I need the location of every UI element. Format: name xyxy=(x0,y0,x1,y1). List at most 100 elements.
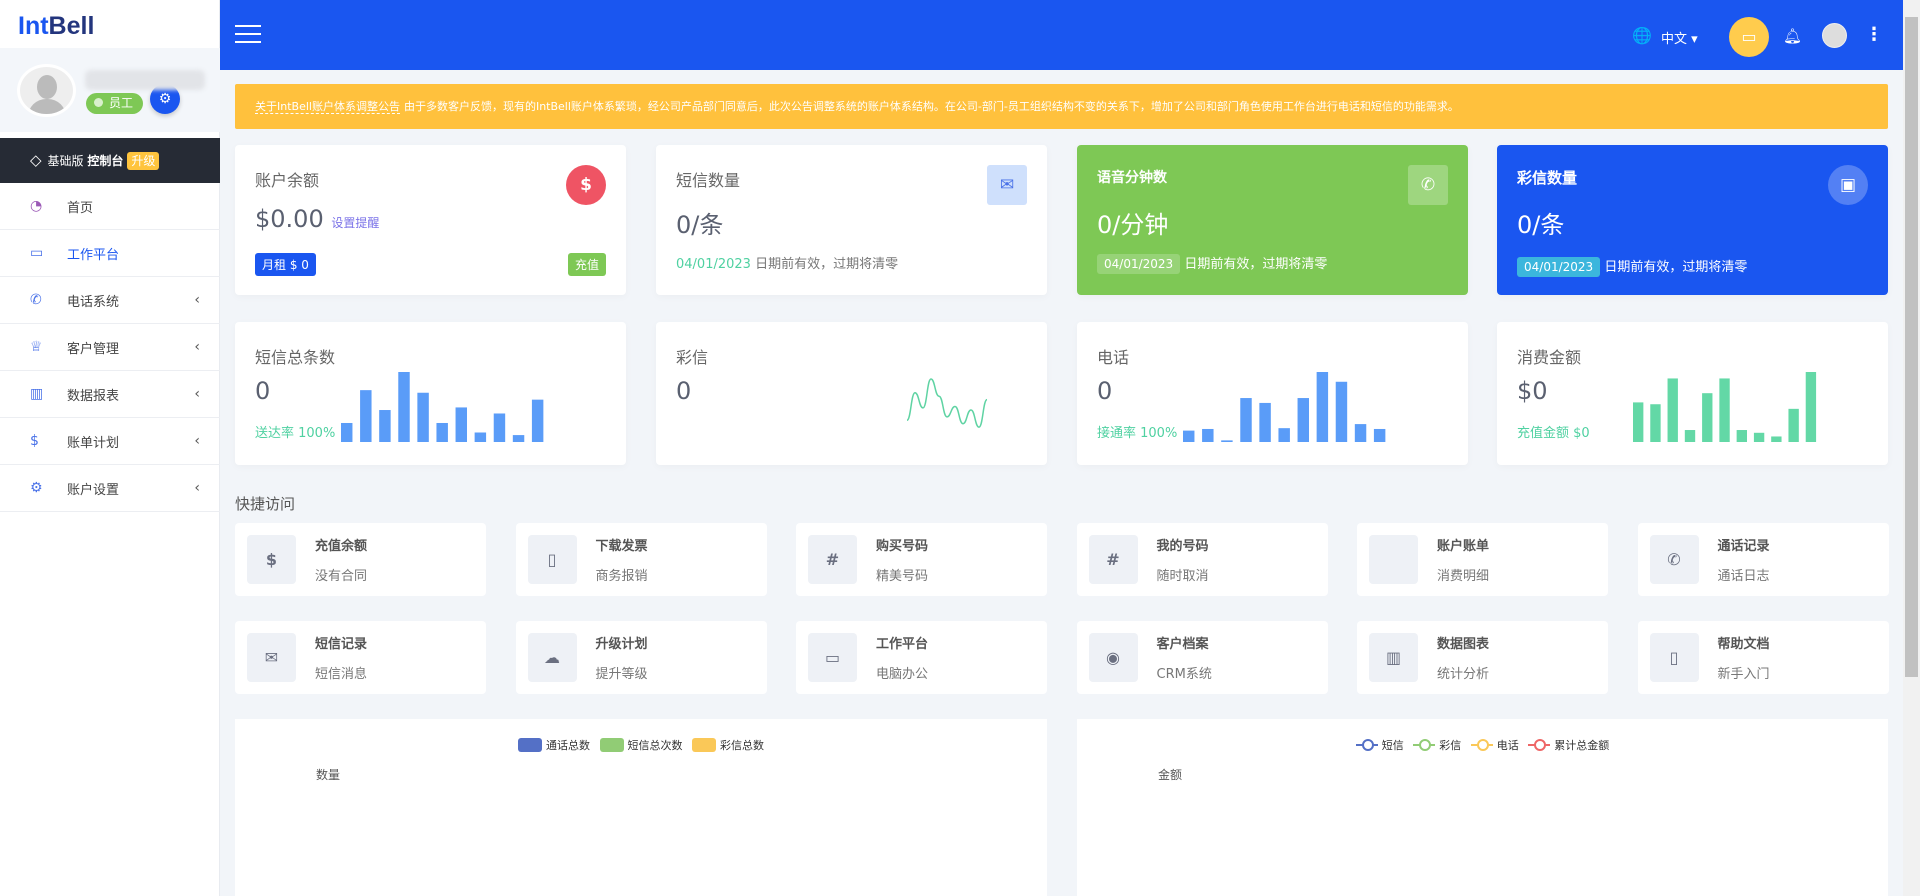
quick-access-title: 帮助文档 xyxy=(1717,637,1770,652)
connect-rate: 接通率 100% xyxy=(1097,426,1178,441)
spark-bar xyxy=(1805,372,1817,442)
quick-access-item[interactable]: ▥ 数据图表 统计分析 xyxy=(1357,621,1608,694)
expiry-date: 04/01/2023 xyxy=(676,257,751,272)
voice-minutes-card: 语音分钟数 0/分钟 ✆ 04/01/2023 日期前有效，过期将清零 xyxy=(1077,145,1468,295)
spend-sparkline xyxy=(1633,372,1817,442)
mms-quota-value: 0/条 xyxy=(1517,211,1565,239)
mms-expiry: 04/01/2023 日期前有效，过期将清零 xyxy=(1517,256,1747,277)
spark-bar xyxy=(1633,402,1644,442)
expiry-note: 日期前有效，过期将清零 xyxy=(1184,257,1328,272)
spark-bar xyxy=(1259,402,1271,442)
quick-access-subtitle: 消费明细 xyxy=(1437,569,1490,584)
sidebar-item-customers[interactable]: ♕ 客户管理 ‹ xyxy=(0,324,220,371)
quick-access-title: 账户账单 xyxy=(1437,539,1490,554)
quick-access-title: 升级计划 xyxy=(595,637,648,652)
plan-edition: 基础版 xyxy=(47,154,84,168)
bell-icon[interactable]: 🔔︎ xyxy=(1783,27,1803,45)
quick-access-subtitle: 提升等级 xyxy=(595,667,648,682)
spark-bar xyxy=(417,392,429,442)
sidebar-item-home[interactable]: ◔ 首页 xyxy=(0,183,220,230)
hamburger-menu-icon[interactable] xyxy=(235,25,261,43)
delivery-rate: 送达率 100% xyxy=(255,426,336,441)
scrollbar[interactable] xyxy=(1903,0,1920,896)
legend-item[interactable]: 彩信 xyxy=(1413,737,1461,753)
more-vertical-icon[interactable]: ⋮ xyxy=(1865,24,1883,45)
phone-total-value: 0 xyxy=(1097,377,1113,405)
quick-access-item[interactable]: # 我的号码 随时取消 xyxy=(1076,523,1328,596)
logo[interactable]: IntBell xyxy=(0,0,219,55)
sidebar-item-phone-system[interactable]: ✆ 电话系统 ‹ xyxy=(0,277,220,324)
quick-access-title: 客户档案 xyxy=(1156,637,1209,652)
quick-access-item[interactable]: ☁ 升级计划 提升等级 xyxy=(515,621,767,694)
quick-access-item[interactable]: ◉ 客户档案 CRM系统 xyxy=(1076,621,1328,694)
spark-bar xyxy=(1667,378,1678,442)
quick-access-item[interactable]: # 购买号码 精美号码 xyxy=(796,523,1047,596)
phone-icon: ✆ xyxy=(1408,165,1448,205)
spark-bar xyxy=(1316,372,1329,442)
spend-total-value: $0 xyxy=(1517,377,1548,405)
sidebar-item-billing[interactable]: $ 账单计划 ‹ xyxy=(0,418,220,465)
role-label: 员工 xyxy=(109,96,134,110)
workstation-button[interactable]: ▭ xyxy=(1729,17,1769,57)
sms-quota-value: 0/条 xyxy=(676,211,724,239)
recharge-button[interactable]: 充值 xyxy=(567,253,606,276)
quick-access-icon: ▭ xyxy=(808,633,857,682)
sms-quota-card: 短信数量 ✉ 0/条 04/01/2023 日期前有效，过期将清零 xyxy=(656,145,1047,295)
plan-bar[interactable]: ◇ 基础版 控制台 升级 xyxy=(0,138,220,183)
phone-icon: ✆ xyxy=(30,292,42,308)
globe-icon[interactable]: 🌐 xyxy=(1632,26,1652,45)
spark-bar xyxy=(1183,430,1195,442)
quick-access-subtitle: 精美号码 xyxy=(876,569,929,584)
quick-access-item[interactable]: 账户账单 消费明细 xyxy=(1357,523,1608,596)
legend-item[interactable]: 彩信总数 xyxy=(692,737,764,753)
quick-access-icon xyxy=(1369,535,1418,584)
sidebar-item-label: 数据报表 xyxy=(67,388,120,404)
scrollbar-thumb[interactable] xyxy=(1905,17,1918,677)
sidebar-item-account-settings[interactable]: ⚙ 账户设置 ‹ xyxy=(0,465,220,512)
quick-access-item[interactable]: ✆ 通话记录 通话日志 xyxy=(1637,523,1889,596)
legend-item[interactable]: 电话 xyxy=(1470,737,1519,753)
role-badge: 员工 xyxy=(86,93,144,114)
announcement-link[interactable]: 关于IntBell账户体系调整公告 xyxy=(255,100,400,114)
expiry-date: 04/01/2023 xyxy=(1517,257,1601,277)
quick-access-icon: ✆ xyxy=(1649,535,1699,584)
monthly-rent-badge: 月租 $ 0 xyxy=(255,253,316,276)
mms-sparkline xyxy=(907,378,987,428)
quick-access-item[interactable]: ▭ 工作平台 电脑办公 xyxy=(796,621,1047,694)
sidebar-item-reports[interactable]: ▥ 数据报表 ‹ xyxy=(0,371,220,418)
spark-bar xyxy=(1650,404,1661,442)
card-title: 短信数量 xyxy=(676,171,741,190)
spark-bar xyxy=(1753,432,1765,442)
sidebar-item-workstation[interactable]: ▭ 工作平台 xyxy=(0,230,220,277)
chevron-left-icon: ‹ xyxy=(194,480,200,496)
expiry-note: 日期前有效，过期将清零 xyxy=(1604,260,1748,275)
quick-access-item[interactable]: $ 充值余额 没有合同 xyxy=(235,523,486,596)
spark-bar xyxy=(531,399,544,442)
quick-access-subtitle: 电脑办公 xyxy=(876,667,929,682)
sidebar-item-label: 工作平台 xyxy=(67,247,120,263)
spark-bar xyxy=(1335,381,1348,442)
spark-bar xyxy=(1202,428,1214,442)
quick-access-title: 我的号码 xyxy=(1156,539,1209,554)
y-axis-label: 数量 xyxy=(316,768,341,782)
quick-access-subtitle: 没有合同 xyxy=(315,569,368,584)
spark-bar xyxy=(436,422,448,442)
logo-text-bell: Bell xyxy=(48,12,95,40)
quick-access-item[interactable]: ✉ 短信记录 短信消息 xyxy=(235,621,486,694)
quick-access-item[interactable]: ▯ 下载发票 商务报销 xyxy=(515,523,767,596)
legend-item[interactable]: 累计总金额 xyxy=(1528,737,1609,753)
quick-access-subtitle: 新手入门 xyxy=(1717,667,1770,682)
set-reminder-link[interactable]: 设置提醒 xyxy=(331,216,380,230)
user-avatar[interactable] xyxy=(1822,23,1847,48)
upgrade-button[interactable]: 升级 xyxy=(127,152,160,170)
avatar[interactable] xyxy=(17,64,76,117)
legend-item[interactable]: 短信总次数 xyxy=(599,737,683,753)
legend-item[interactable]: 通话总数 xyxy=(518,737,590,753)
language-selector[interactable]: 中文 ▾ xyxy=(1661,28,1698,47)
card-title: 彩信 xyxy=(676,348,709,367)
quick-access-item[interactable]: ▯ 帮助文档 新手入门 xyxy=(1637,621,1889,694)
sms-sparkline xyxy=(341,372,544,442)
legend-item[interactable]: 短信 xyxy=(1355,737,1404,753)
balance-amount: $0.00 xyxy=(255,205,324,233)
mms-summary-card: 彩信 0 xyxy=(656,322,1047,465)
